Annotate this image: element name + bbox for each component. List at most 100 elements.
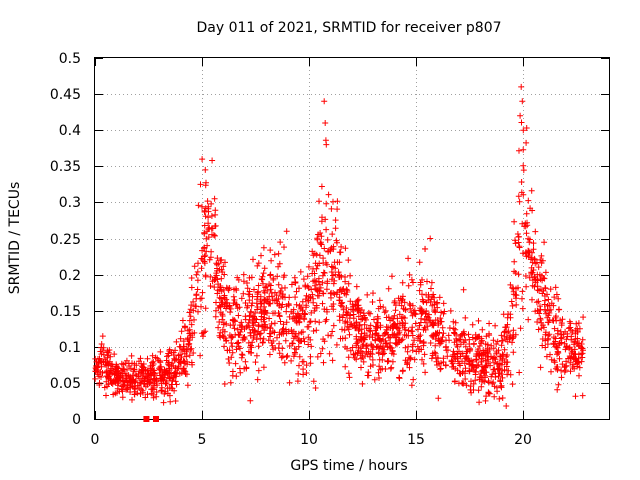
data-point	[475, 317, 482, 324]
data-point	[213, 272, 220, 279]
data-point	[202, 328, 209, 335]
data-point	[209, 231, 215, 238]
data-point	[98, 374, 104, 380]
data-point	[483, 333, 490, 340]
data-point	[267, 333, 274, 340]
data-point	[383, 314, 390, 321]
data-point	[529, 296, 535, 303]
data-point	[451, 339, 458, 346]
data-point	[402, 320, 409, 327]
data-point	[278, 285, 285, 292]
data-point	[572, 393, 579, 400]
data-point	[547, 351, 553, 358]
data-point	[509, 335, 516, 342]
data-point	[492, 322, 499, 329]
data-point	[355, 296, 362, 303]
data-point	[427, 299, 434, 305]
data-point	[220, 263, 227, 270]
data-point	[315, 275, 322, 282]
data-point	[424, 278, 430, 285]
data-point	[558, 334, 565, 341]
data-point	[115, 382, 121, 389]
data-point	[570, 361, 577, 368]
y-tick-label: 0.35	[50, 159, 81, 175]
data-point	[567, 354, 574, 361]
data-point	[337, 302, 344, 309]
data-point	[324, 236, 331, 243]
data-point	[408, 382, 415, 389]
data-point	[146, 380, 153, 387]
data-point	[197, 352, 204, 359]
data-point	[283, 354, 290, 360]
data-point	[180, 365, 187, 372]
data-point	[251, 286, 257, 293]
data-point	[208, 248, 215, 255]
data-point	[520, 162, 527, 169]
data-point	[213, 260, 220, 267]
data-point	[541, 293, 548, 299]
data-point	[558, 320, 565, 327]
data-point	[310, 265, 316, 272]
data-point	[199, 203, 205, 210]
data-point	[310, 299, 317, 306]
data-point	[330, 306, 337, 313]
data-point	[300, 371, 307, 378]
data-point	[358, 364, 364, 371]
data-point	[311, 270, 318, 277]
data-point	[519, 305, 526, 312]
data-point	[409, 332, 416, 339]
data-point	[354, 339, 361, 346]
data-point	[499, 357, 505, 364]
data-point	[312, 305, 318, 311]
data-point	[422, 369, 429, 376]
data-point	[406, 354, 412, 361]
data-point	[432, 336, 439, 342]
data-point	[504, 359, 511, 366]
data-point	[517, 112, 524, 119]
data-point	[456, 337, 463, 343]
data-point	[117, 373, 124, 380]
data-point	[257, 293, 264, 300]
data-point	[350, 306, 357, 313]
data-point	[541, 239, 548, 246]
data-point	[450, 318, 457, 325]
data-point	[575, 320, 582, 327]
data-point	[519, 295, 525, 302]
data-point	[408, 309, 415, 316]
data-point	[407, 356, 414, 362]
data-point	[223, 296, 230, 303]
data-point	[497, 361, 503, 368]
data-point	[316, 281, 323, 288]
data-point	[518, 83, 525, 90]
gap-marker	[143, 416, 150, 422]
data-point	[359, 380, 366, 387]
data-point	[473, 364, 480, 371]
data-point	[249, 300, 256, 307]
data-point	[396, 329, 403, 336]
data-point	[485, 378, 492, 384]
data-point	[343, 286, 350, 293]
data-point	[285, 302, 292, 309]
data-point	[403, 332, 410, 339]
y-tick-label: 0.25	[50, 232, 81, 248]
data-point	[130, 377, 137, 384]
data-point	[177, 359, 184, 366]
data-point	[251, 327, 258, 334]
data-point	[293, 301, 300, 308]
data-point	[496, 365, 503, 372]
data-point	[510, 349, 517, 356]
data-point	[520, 191, 527, 198]
data-point	[528, 254, 535, 261]
data-point	[555, 381, 562, 388]
data-point	[163, 380, 170, 386]
data-point	[440, 300, 447, 307]
data-point	[567, 368, 574, 375]
data-point	[176, 370, 183, 377]
data-point	[180, 358, 187, 365]
data-point	[367, 310, 374, 317]
data-point	[353, 319, 360, 326]
data-point	[222, 259, 228, 266]
data-point	[319, 345, 326, 352]
data-point	[142, 394, 149, 401]
